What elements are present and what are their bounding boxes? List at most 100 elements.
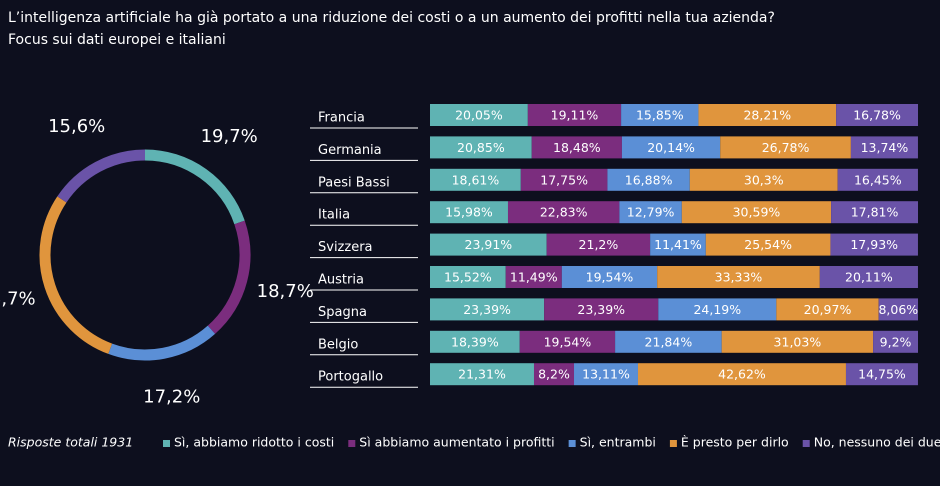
bar-segment [681,201,832,224]
bar-segment [430,266,506,288]
donut-segment [207,220,251,334]
legend-label: Sì, abbiamo ridotto i costi [174,435,334,450]
bar-segment [507,201,620,224]
bar-segment [657,266,820,288]
value-label: 15,52% [444,270,492,285]
bar-segment [850,136,918,159]
bar-segment [698,104,837,126]
value-label: 16,78% [853,108,901,123]
bar-segment [650,233,706,256]
bar-segment [574,363,638,386]
bar-segment [430,233,547,256]
bar-segment [776,298,879,321]
value-label: 31,03% [774,334,822,349]
donut-label: 28,7% [0,289,36,310]
bar-segment [607,168,690,191]
bar-segment [430,201,508,224]
bar-segment [430,298,545,321]
value-label: 20,11% [845,270,893,285]
value-label: 12,79% [627,205,675,220]
value-label: 23,91% [465,237,513,252]
bar-segment [544,298,659,321]
bar-segment [658,298,777,321]
category-label: Austria [318,273,364,288]
value-label: 25,54% [744,237,792,252]
legend-swatch [348,440,356,447]
bar-segment [720,136,851,159]
bar-segment [637,363,846,386]
bar-segment [615,330,722,353]
category-label: Belgio [318,337,358,352]
category-label: Italia [318,208,350,223]
legend-swatch [568,440,576,447]
value-label: 28,21% [743,108,791,123]
value-label: 22,83% [540,205,588,220]
legend-label: È presto per dirlo [681,435,789,450]
donut-segment [108,325,216,361]
category-label: Svizzera [318,240,373,255]
value-label: 19,11% [551,108,599,123]
value-label: 21,31% [458,367,506,382]
category-label: Paesi Bassi [318,175,390,190]
bar-segment [836,104,918,126]
value-label: 33,33% [715,270,763,285]
bar-segment [527,104,622,126]
category-label: Portogallo [318,370,383,385]
value-label: 18,39% [451,334,499,349]
legend-label: Sì abbiamo aumentato i profitti [359,435,554,450]
chart-title: L’intelligenza artificiale ha già portat… [8,10,775,26]
chart-subtitle: Focus sui dati europei e italiani [8,32,226,48]
value-label: 23,39% [577,302,625,317]
value-label: 42,62% [718,367,766,382]
value-label: 13,11% [582,367,630,382]
bar-segment [705,233,831,256]
value-label: 13,74% [861,140,909,155]
donut-label: 18,7% [257,281,314,302]
bar-segment [561,266,658,288]
category-label: Francia [318,111,365,126]
value-label: 18,61% [452,172,500,187]
value-label: 19,54% [544,334,592,349]
value-label: 30,3% [744,172,784,187]
value-label: 30,59% [733,205,781,220]
bar-segment [546,233,651,256]
value-label: 15,98% [445,205,493,220]
donut-segment [57,149,146,203]
legend-swatch [669,440,677,447]
bar-segment [430,330,520,353]
bar-segment [830,233,918,256]
legend-swatch [802,440,810,447]
value-label: 18,48% [553,140,601,155]
bar-segment [533,363,575,386]
donut-segment [39,196,113,354]
value-label: 20,97% [804,302,852,317]
bar-segment [837,168,918,191]
bar-segment [819,266,918,288]
legend-label: No, nessuno dei due [814,435,940,450]
donut-label: 19,7% [201,126,258,147]
bar-segment [873,330,918,353]
value-label: 19,54% [586,270,634,285]
value-label: 24,19% [693,302,741,317]
value-label: 16,45% [854,172,902,187]
value-label: 21,84% [645,334,693,349]
value-label: 9,2% [880,334,912,349]
value-label: 20,85% [457,140,505,155]
value-label: 8,2% [538,367,570,382]
bar-segment [689,168,838,191]
category-label: Spagna [318,305,367,320]
value-label: 20,05% [455,108,503,123]
bar-segment [621,104,699,126]
bar-segment [430,104,528,126]
value-label: 17,75% [540,172,588,187]
value-label: 23,39% [463,302,511,317]
value-label: 21,2% [579,237,619,252]
donut-label: 15,6% [48,116,105,137]
value-label: 11,49% [510,270,558,285]
bar-segment [430,136,532,159]
value-label: 14,75% [858,367,906,382]
bar-segment [619,201,682,224]
value-label: 15,85% [636,108,684,123]
